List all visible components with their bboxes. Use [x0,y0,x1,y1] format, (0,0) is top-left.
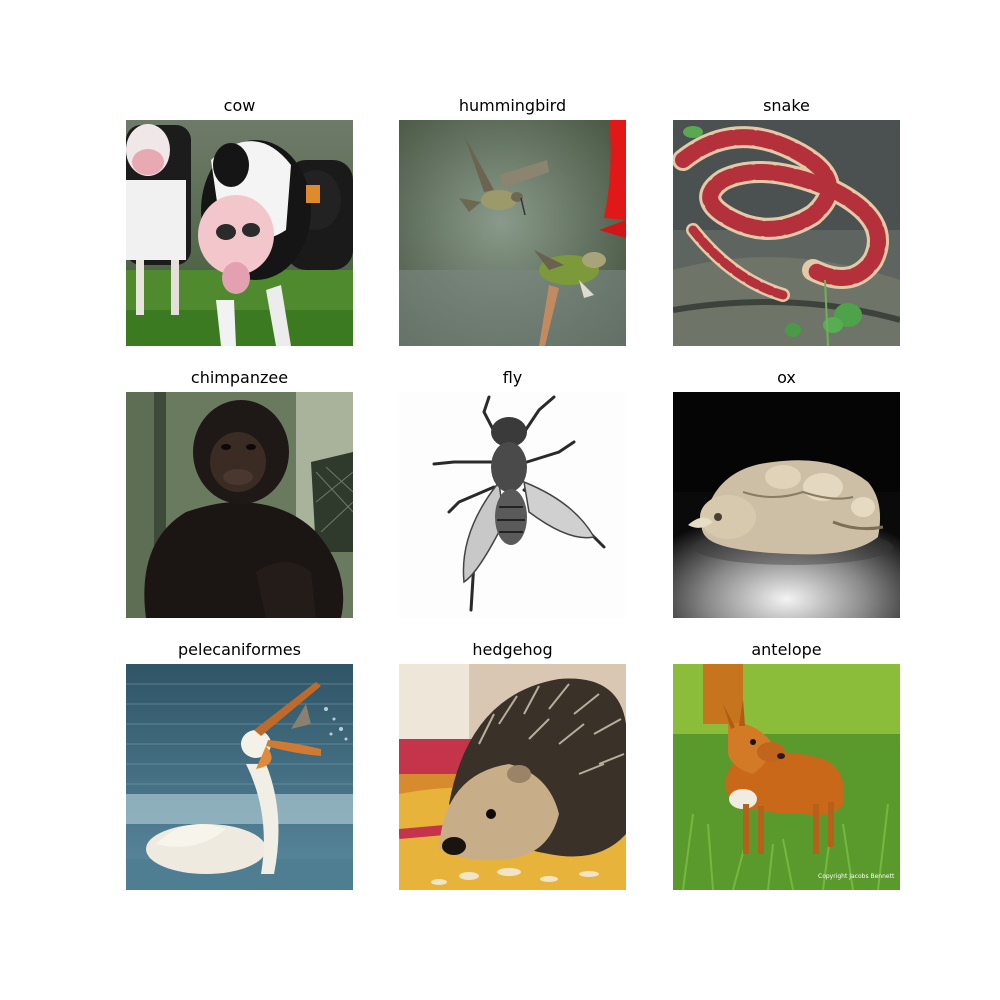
hedgehog-photo [399,664,626,890]
antelope-photo: Copyright Jacobs Bennett [673,664,900,890]
chimpanzee-photo [126,392,353,618]
ox-figurine-photo [673,392,900,618]
snake-photo [673,120,900,346]
fly-illustration [399,392,626,618]
panel-title: chimpanzee [190,368,289,387]
watermark-text: Copyright Jacobs Bennett [818,873,895,880]
cow-photo [126,120,353,346]
panel-title: hedgehog [472,640,553,659]
panel-title: cow [223,96,256,115]
panel-title: snake [763,96,810,115]
panel-title: hummingbird [458,96,567,115]
hummingbird-photo [399,120,626,346]
panel-title: fly [502,368,523,387]
panel-title: ox [777,368,796,387]
pelican-photo [126,664,353,890]
panel-title: antelope [751,640,822,659]
panel-title: pelecaniformes [178,640,301,659]
